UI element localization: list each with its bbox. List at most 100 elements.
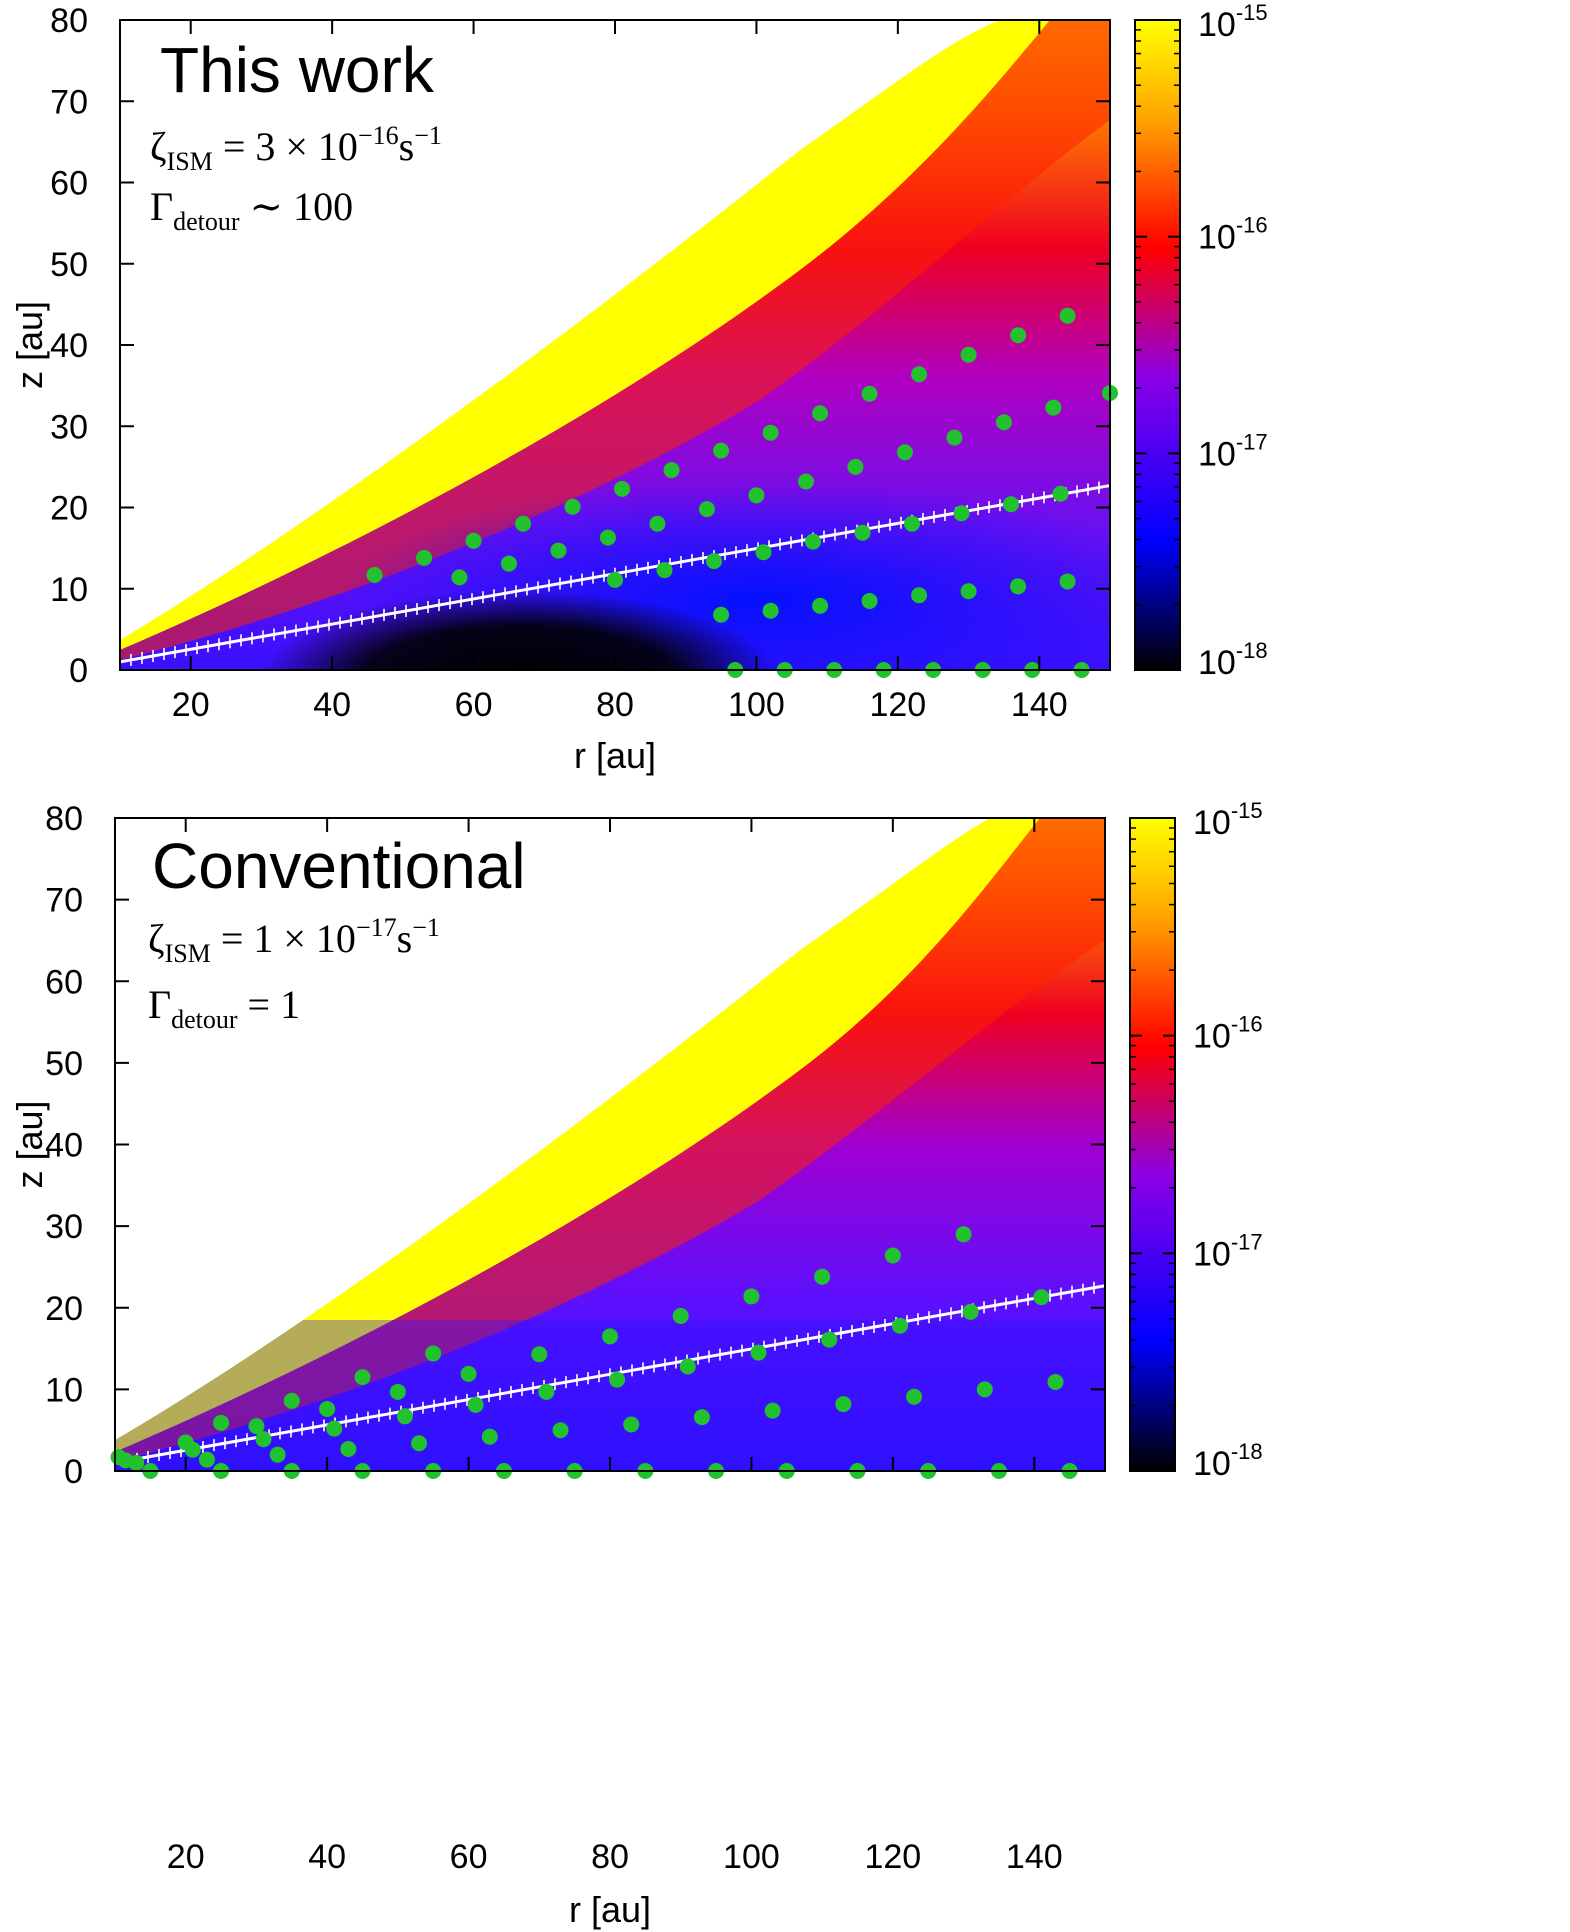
data-point	[184, 1441, 201, 1458]
data-point	[416, 549, 433, 566]
gamma-sub: detour	[173, 207, 240, 236]
blue-region-bottom	[115, 1320, 1105, 1471]
zeta-exp: −17	[356, 913, 397, 942]
zeta-annotation-bottom: ζISM = 1 × 10−17s−1	[148, 913, 440, 968]
data-point	[283, 1392, 300, 1409]
data-point	[962, 1303, 979, 1320]
data-point	[854, 524, 871, 541]
x-tick-label: 80	[596, 686, 634, 724]
y-tick-label: 0	[69, 652, 88, 690]
data-point	[814, 1268, 831, 1285]
colorbar-top	[1134, 19, 1181, 671]
data-point	[500, 555, 517, 572]
data-point	[1059, 573, 1076, 590]
data-point	[812, 405, 829, 422]
data-point	[609, 1371, 626, 1388]
x-tick-label: 140	[1011, 686, 1068, 724]
y-tick-label: 40	[50, 327, 88, 365]
panel-top: 20 40 60 80 100 120 140 0 10 20 30 40 50 60 70 80 r [au]…	[9, 0, 1268, 776]
data-point	[649, 515, 666, 532]
data-point	[366, 566, 383, 583]
data-point	[955, 1226, 972, 1243]
gamma-symbol: Γ	[148, 982, 171, 1027]
data-point	[960, 583, 977, 600]
data-point	[515, 515, 532, 532]
data-point	[679, 1358, 696, 1375]
data-point	[762, 424, 779, 441]
data-point	[706, 553, 722, 570]
data-point	[248, 1418, 265, 1435]
data-point	[812, 597, 829, 614]
colorbar-tick-label: 10-16	[1193, 1012, 1263, 1056]
y-tick-label: 30	[45, 1208, 83, 1246]
colorbar-axis-bottom: 10-15 10-16 10-17 10-18	[1130, 798, 1263, 1483]
data-point	[411, 1435, 428, 1452]
data-point	[713, 606, 730, 623]
data-point	[698, 501, 715, 518]
y-tick-label: 0	[64, 1453, 83, 1491]
data-point	[599, 529, 616, 546]
data-point	[128, 1454, 145, 1471]
y-axis-title: z [au]	[9, 301, 50, 389]
heatmap-top	[120, 20, 1110, 670]
zeta-unit: s	[399, 124, 415, 169]
colorbar-tick-label: 10-18	[1193, 1439, 1263, 1483]
data-point	[213, 1414, 230, 1431]
zeta-unit: s	[397, 916, 413, 961]
y-tick-label: 40	[45, 1127, 83, 1165]
data-point	[269, 1446, 286, 1463]
data-point	[672, 1307, 689, 1324]
data-point	[1003, 496, 1019, 513]
colorbar-tick-label: 10-15	[1198, 0, 1268, 44]
colorbar-tick-label: 10-17	[1198, 429, 1268, 473]
data-point	[713, 442, 730, 459]
data-point	[743, 1288, 760, 1305]
x-tick-label: 20	[167, 1838, 205, 1876]
colorbar-tick-label: 10-17	[1193, 1229, 1263, 1273]
x-tick-label: 20	[172, 686, 210, 724]
data-point	[1059, 307, 1076, 324]
colorbar-axis-top: 10-15 10-16 10-17 10-18	[1135, 0, 1268, 682]
data-point	[896, 444, 913, 461]
data-point	[861, 592, 878, 609]
data-point	[764, 1402, 781, 1419]
zeta-unit-exp: −1	[414, 121, 442, 150]
gamma-sub: detour	[171, 1005, 238, 1034]
marks-bottom	[110, 1226, 1106, 1479]
data-point	[255, 1431, 272, 1448]
gamma-rel: ∼ 100	[240, 184, 354, 229]
y-tick-label: 80	[50, 2, 88, 40]
data-point	[1045, 399, 1062, 416]
zeta-sub: ISM	[165, 939, 211, 968]
x-axis-title: r [au]	[569, 1889, 651, 1930]
x-tick-label: 40	[308, 1838, 346, 1876]
x-tick-label: 140	[1006, 1838, 1063, 1876]
x-tick-label: 60	[450, 1838, 488, 1876]
zeta-symbol: ζ	[150, 124, 167, 169]
data-point	[847, 458, 864, 475]
disk-surface-red-top	[120, 20, 1110, 660]
data-point	[326, 1420, 343, 1437]
data-point	[1052, 485, 1069, 502]
data-point	[550, 542, 567, 559]
data-point	[835, 1396, 852, 1413]
disk-field-bottom	[115, 818, 1105, 1471]
data-point	[552, 1422, 569, 1439]
data-point	[821, 1331, 838, 1348]
y-tick-label: 70	[45, 882, 83, 920]
axes-bottom: 20 40 60 80 100 120 140 0 10 20 30 40 50 60 70 80 r [au]…	[9, 800, 1105, 1930]
data-point	[198, 1451, 215, 1468]
colorbar-tick-label: 10-18	[1198, 638, 1268, 682]
disk-surface-red-bottom	[115, 818, 1105, 1462]
y-tick-label: 20	[50, 490, 88, 528]
zeta-annotation-top: ζISM = 3 × 10−16s−1	[150, 121, 442, 176]
disk-empty-bottom	[115, 818, 990, 1440]
data-point	[607, 571, 623, 588]
data-point	[884, 1247, 901, 1264]
x-tick-label: 60	[455, 686, 493, 724]
y-axis-title: z [au]	[9, 1100, 50, 1188]
y-tick-label: 30	[50, 408, 88, 446]
zeta-eq: = 3 × 10	[213, 124, 358, 169]
data-point	[960, 346, 977, 363]
zeta-eq: = 1 × 10	[211, 916, 356, 961]
